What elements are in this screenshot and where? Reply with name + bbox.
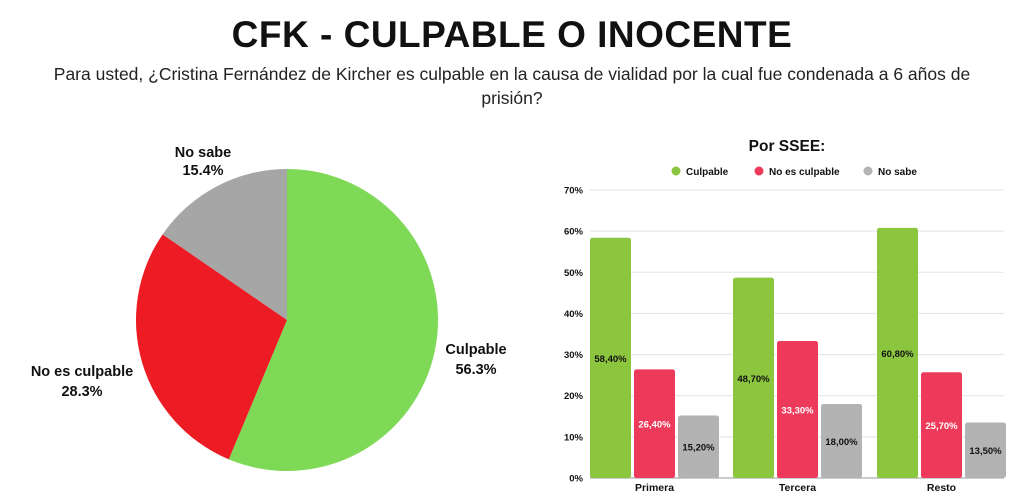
legend-marker-no-es-culpable <box>754 166 764 176</box>
category-label-primera: Primera <box>635 482 674 494</box>
pie-slice-no-sabe <box>162 169 287 320</box>
data-label-no-es-culpable-resto: 25,70% <box>925 421 958 432</box>
bar-no-es-culpable-resto <box>921 372 962 478</box>
pie-value-no-es-culpable: 28.3% <box>61 384 102 400</box>
bar-chart: Por SSEE: Culpable No es culpable No sabe 0%… <box>564 138 1006 494</box>
bar-no-es-culpable-tercera <box>777 340 818 478</box>
bar-culpable-primera <box>590 237 631 478</box>
y-tick-label: 0% <box>569 474 583 485</box>
pie-slice-no-es-culpable <box>136 234 287 460</box>
pie-slice-culpable <box>228 169 439 471</box>
pie-label-culpable: Culpable <box>445 342 506 358</box>
data-label-culpable-resto: 60,80% <box>881 349 914 360</box>
pie-label-no-es-culpable: No es culpable <box>31 364 133 380</box>
chart-subtitle: Para usted, ¿Cristina Fernández de Kirch… <box>53 64 971 108</box>
pie-chart: Culpable 56.3% No es culpable 28.3% No sabe 1… <box>31 145 507 471</box>
y-tick-label: 30% <box>564 350 584 361</box>
y-tick-label: 70% <box>564 186 584 197</box>
y-tick-label: 60% <box>564 227 584 238</box>
bar-chart-title: Por SSEE: <box>749 138 826 155</box>
y-tick-label: 20% <box>564 391 584 402</box>
pie-value-no-sabe: 15.4% <box>182 163 223 179</box>
data-label-no-sabe-tercera: 18,00% <box>825 437 858 448</box>
data-label-no-sabe-resto: 13,50% <box>969 446 1002 457</box>
data-label-no-sabe-primera: 15,20% <box>682 443 715 454</box>
data-label-culpable-tercera: 48,70% <box>737 374 770 385</box>
legend-marker-no-sabe <box>863 166 873 176</box>
data-label-no-es-culpable-tercera: 33,30% <box>781 405 814 416</box>
y-tick-label: 10% <box>564 432 584 443</box>
bar-no-es-culpable-primera <box>634 369 675 478</box>
bar-no-sabe-resto <box>965 422 1006 478</box>
category-label-resto: Resto <box>927 482 956 494</box>
data-label-culpable-primera: 58,40% <box>594 354 627 365</box>
chart-title: CFK - CULPABLE O INOCENTE <box>231 14 793 55</box>
bar-no-sabe-tercera <box>821 403 862 478</box>
legend-label-no-sabe: No sabe <box>878 167 917 178</box>
legend-label-culpable: Culpable <box>686 167 729 178</box>
bar-culpable-resto <box>877 227 918 478</box>
data-label-no-es-culpable-primera: 26,40% <box>638 420 671 431</box>
legend-marker-culpable <box>671 166 681 176</box>
category-label-tercera: Tercera <box>779 482 816 494</box>
bar-culpable-tercera <box>733 277 774 478</box>
y-tick-label: 50% <box>564 268 584 279</box>
bar-no-sabe-primera <box>678 415 719 478</box>
pie-label-no-sabe: No sabe <box>175 145 231 161</box>
y-tick-label: 40% <box>564 309 584 320</box>
legend-label-no-es-culpable: No es culpable <box>769 167 840 178</box>
pie-value-culpable: 56.3% <box>455 362 496 378</box>
